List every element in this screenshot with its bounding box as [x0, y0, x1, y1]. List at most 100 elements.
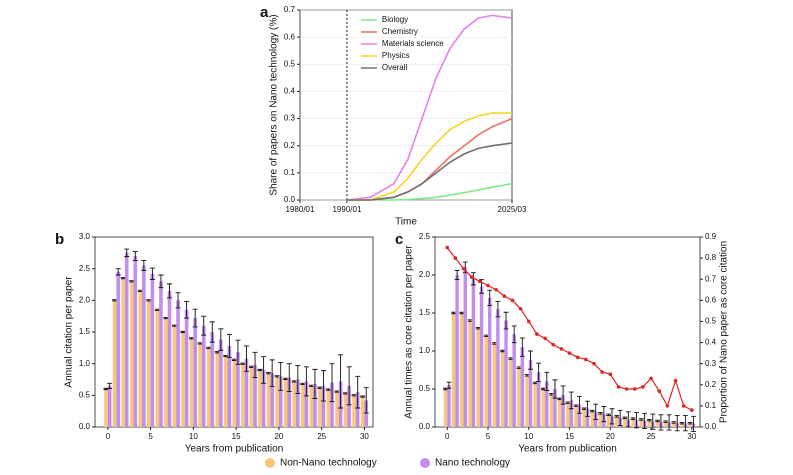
y2-tick-label: 0.3 [705, 359, 717, 368]
legend-label: Non-Nano technology [280, 458, 377, 469]
x-tick-label: 15 [232, 432, 241, 441]
error-bar [630, 417, 636, 420]
error-bar [683, 415, 688, 432]
bar [266, 373, 271, 427]
y2-tick-label: 0.9 [705, 232, 717, 241]
bar [447, 385, 451, 427]
y-axis-label: Annual citation per paper [64, 276, 75, 388]
bar [129, 281, 134, 427]
bar [355, 392, 360, 427]
error-bar [343, 392, 349, 395]
point [641, 385, 645, 389]
bar [296, 379, 300, 427]
bar [528, 360, 533, 427]
point [526, 319, 531, 324]
point [518, 306, 523, 311]
point [535, 332, 539, 336]
error-bar [120, 277, 126, 280]
bar [181, 332, 185, 427]
error-bar [360, 395, 366, 398]
point [567, 351, 572, 355]
x-tick-label: 30 [360, 432, 369, 441]
error-bar [622, 416, 628, 420]
error-bar [149, 267, 155, 280]
error-bar [508, 357, 514, 360]
error-bar [317, 386, 323, 389]
error-bar [487, 289, 493, 306]
bar [549, 394, 554, 427]
legend-marker [265, 458, 275, 468]
error-bar [609, 408, 615, 425]
y2-tick-label: 0.4 [705, 338, 717, 347]
error-bar [300, 382, 306, 386]
point [673, 378, 678, 383]
error-bar [638, 418, 644, 421]
bar [244, 358, 249, 427]
y2-tick-label: 0.0 [705, 422, 717, 431]
point [453, 256, 458, 260]
x-axis-label: Years from publication [185, 444, 284, 455]
error-bar [606, 413, 611, 417]
error-bar [560, 385, 566, 405]
y-tick-label: 2.0 [419, 270, 431, 279]
y-tick-label: 0.7 [284, 5, 296, 14]
legend-label: Chemistry [382, 27, 418, 36]
line [346, 112, 512, 201]
bar [193, 318, 197, 427]
error-bar [524, 374, 530, 377]
error-bar [269, 359, 275, 387]
bar [455, 275, 459, 427]
panel-label: c [395, 231, 403, 248]
bar [566, 402, 570, 427]
bar [275, 376, 279, 427]
error-bar [261, 356, 267, 384]
y-tick-label: 1.5 [79, 327, 91, 336]
y2-tick-label: 0.5 [705, 317, 717, 326]
error-bar [573, 404, 579, 407]
bar [680, 423, 684, 427]
point [551, 342, 556, 347]
point [608, 372, 613, 377]
point [461, 266, 466, 271]
y-tick-label: 0.2 [284, 141, 296, 150]
point [559, 347, 564, 351]
y-tick-label: 0.5 [419, 384, 431, 393]
error-bar [451, 311, 457, 315]
error-bar [471, 272, 476, 286]
point [632, 387, 637, 391]
error-bar [519, 337, 525, 357]
bar [258, 370, 262, 427]
bar [330, 382, 334, 427]
error-bar [325, 388, 331, 391]
error-bar [252, 351, 258, 379]
bar [112, 300, 117, 427]
point [494, 287, 498, 292]
error-bar [115, 268, 121, 276]
point [502, 294, 507, 298]
error-bar [184, 301, 190, 319]
line [346, 182, 513, 201]
point [665, 404, 670, 408]
bar [249, 366, 254, 427]
error-bar [646, 418, 652, 422]
legend-label: Materials science [382, 39, 444, 48]
bar [606, 414, 611, 427]
error-bar [235, 339, 241, 365]
error-bar [581, 407, 587, 410]
y-axis-label: Share of papers on Nano technology (%) [269, 14, 280, 195]
bar [201, 325, 206, 427]
error-bar [483, 334, 489, 338]
error-bar [540, 387, 546, 391]
error-bar [266, 372, 272, 375]
error-bar [634, 412, 639, 429]
error-bar [691, 415, 696, 433]
bar [557, 398, 562, 427]
error-bar [154, 308, 160, 311]
point [543, 336, 547, 341]
bar [172, 325, 177, 427]
bar [468, 320, 472, 427]
bar [553, 389, 557, 427]
x-axis-label: Years from publication [518, 444, 617, 455]
error-bar [687, 421, 693, 425]
bar [159, 281, 163, 427]
